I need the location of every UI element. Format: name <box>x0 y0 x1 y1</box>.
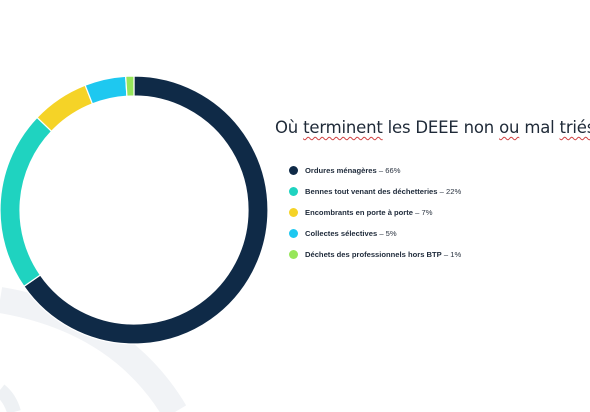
legend-label: Encombrants en porte à porte <box>305 208 414 217</box>
legend-text: Collectes sélectives – 5% <box>305 229 397 238</box>
donut-slices <box>0 75 269 345</box>
legend-text: Bennes tout venant des déchetteries – 22… <box>305 187 462 196</box>
legend-value: 66% <box>385 166 401 175</box>
slice-ordures <box>23 75 269 345</box>
legend-text: Encombrants en porte à porte – 7% <box>305 208 433 217</box>
legend-item-collectes: Collectes sélectives – 5% <box>289 223 461 244</box>
legend-label: Collectes sélectives <box>305 229 378 238</box>
slice-encombrants <box>36 84 94 133</box>
legend-label: Déchets des professionnels hors BTP <box>305 250 442 259</box>
legend-item-professionnels: Déchets des professionnels hors BTP – 1% <box>289 244 461 265</box>
legend-dot <box>289 250 298 259</box>
legend-item-ordures: Ordures ménagères – 66% <box>289 160 461 181</box>
background-arc-small <box>0 384 21 412</box>
legend-text: Déchets des professionnels hors BTP – 1% <box>305 250 462 259</box>
slice-professionnels <box>125 75 135 97</box>
legend-dot <box>289 166 298 175</box>
legend-text: Ordures ménagères – 66% <box>305 166 401 175</box>
legend-item-encombrants: Encombrants en porte à porte – 7% <box>289 202 461 223</box>
legend-dot <box>289 229 298 238</box>
slice-collectes <box>84 75 128 105</box>
legend-value: 7% <box>421 208 433 217</box>
legend-label: Ordures ménagères <box>305 166 377 175</box>
legend-value: 1% <box>450 250 462 259</box>
legend-value: 5% <box>385 229 397 238</box>
legend: Ordures ménagères – 66% Bennes tout vena… <box>289 160 461 265</box>
legend-value: 22% <box>446 187 462 196</box>
chart-title: Où terminent les DEEE non ou mal triés ? <box>275 118 590 137</box>
legend-label: Bennes tout venant des déchetteries <box>305 187 438 196</box>
legend-dot <box>289 187 298 196</box>
slice-bennes <box>0 116 53 288</box>
legend-dot <box>289 208 298 217</box>
legend-item-bennes: Bennes tout venant des déchetteries – 22… <box>289 181 461 202</box>
